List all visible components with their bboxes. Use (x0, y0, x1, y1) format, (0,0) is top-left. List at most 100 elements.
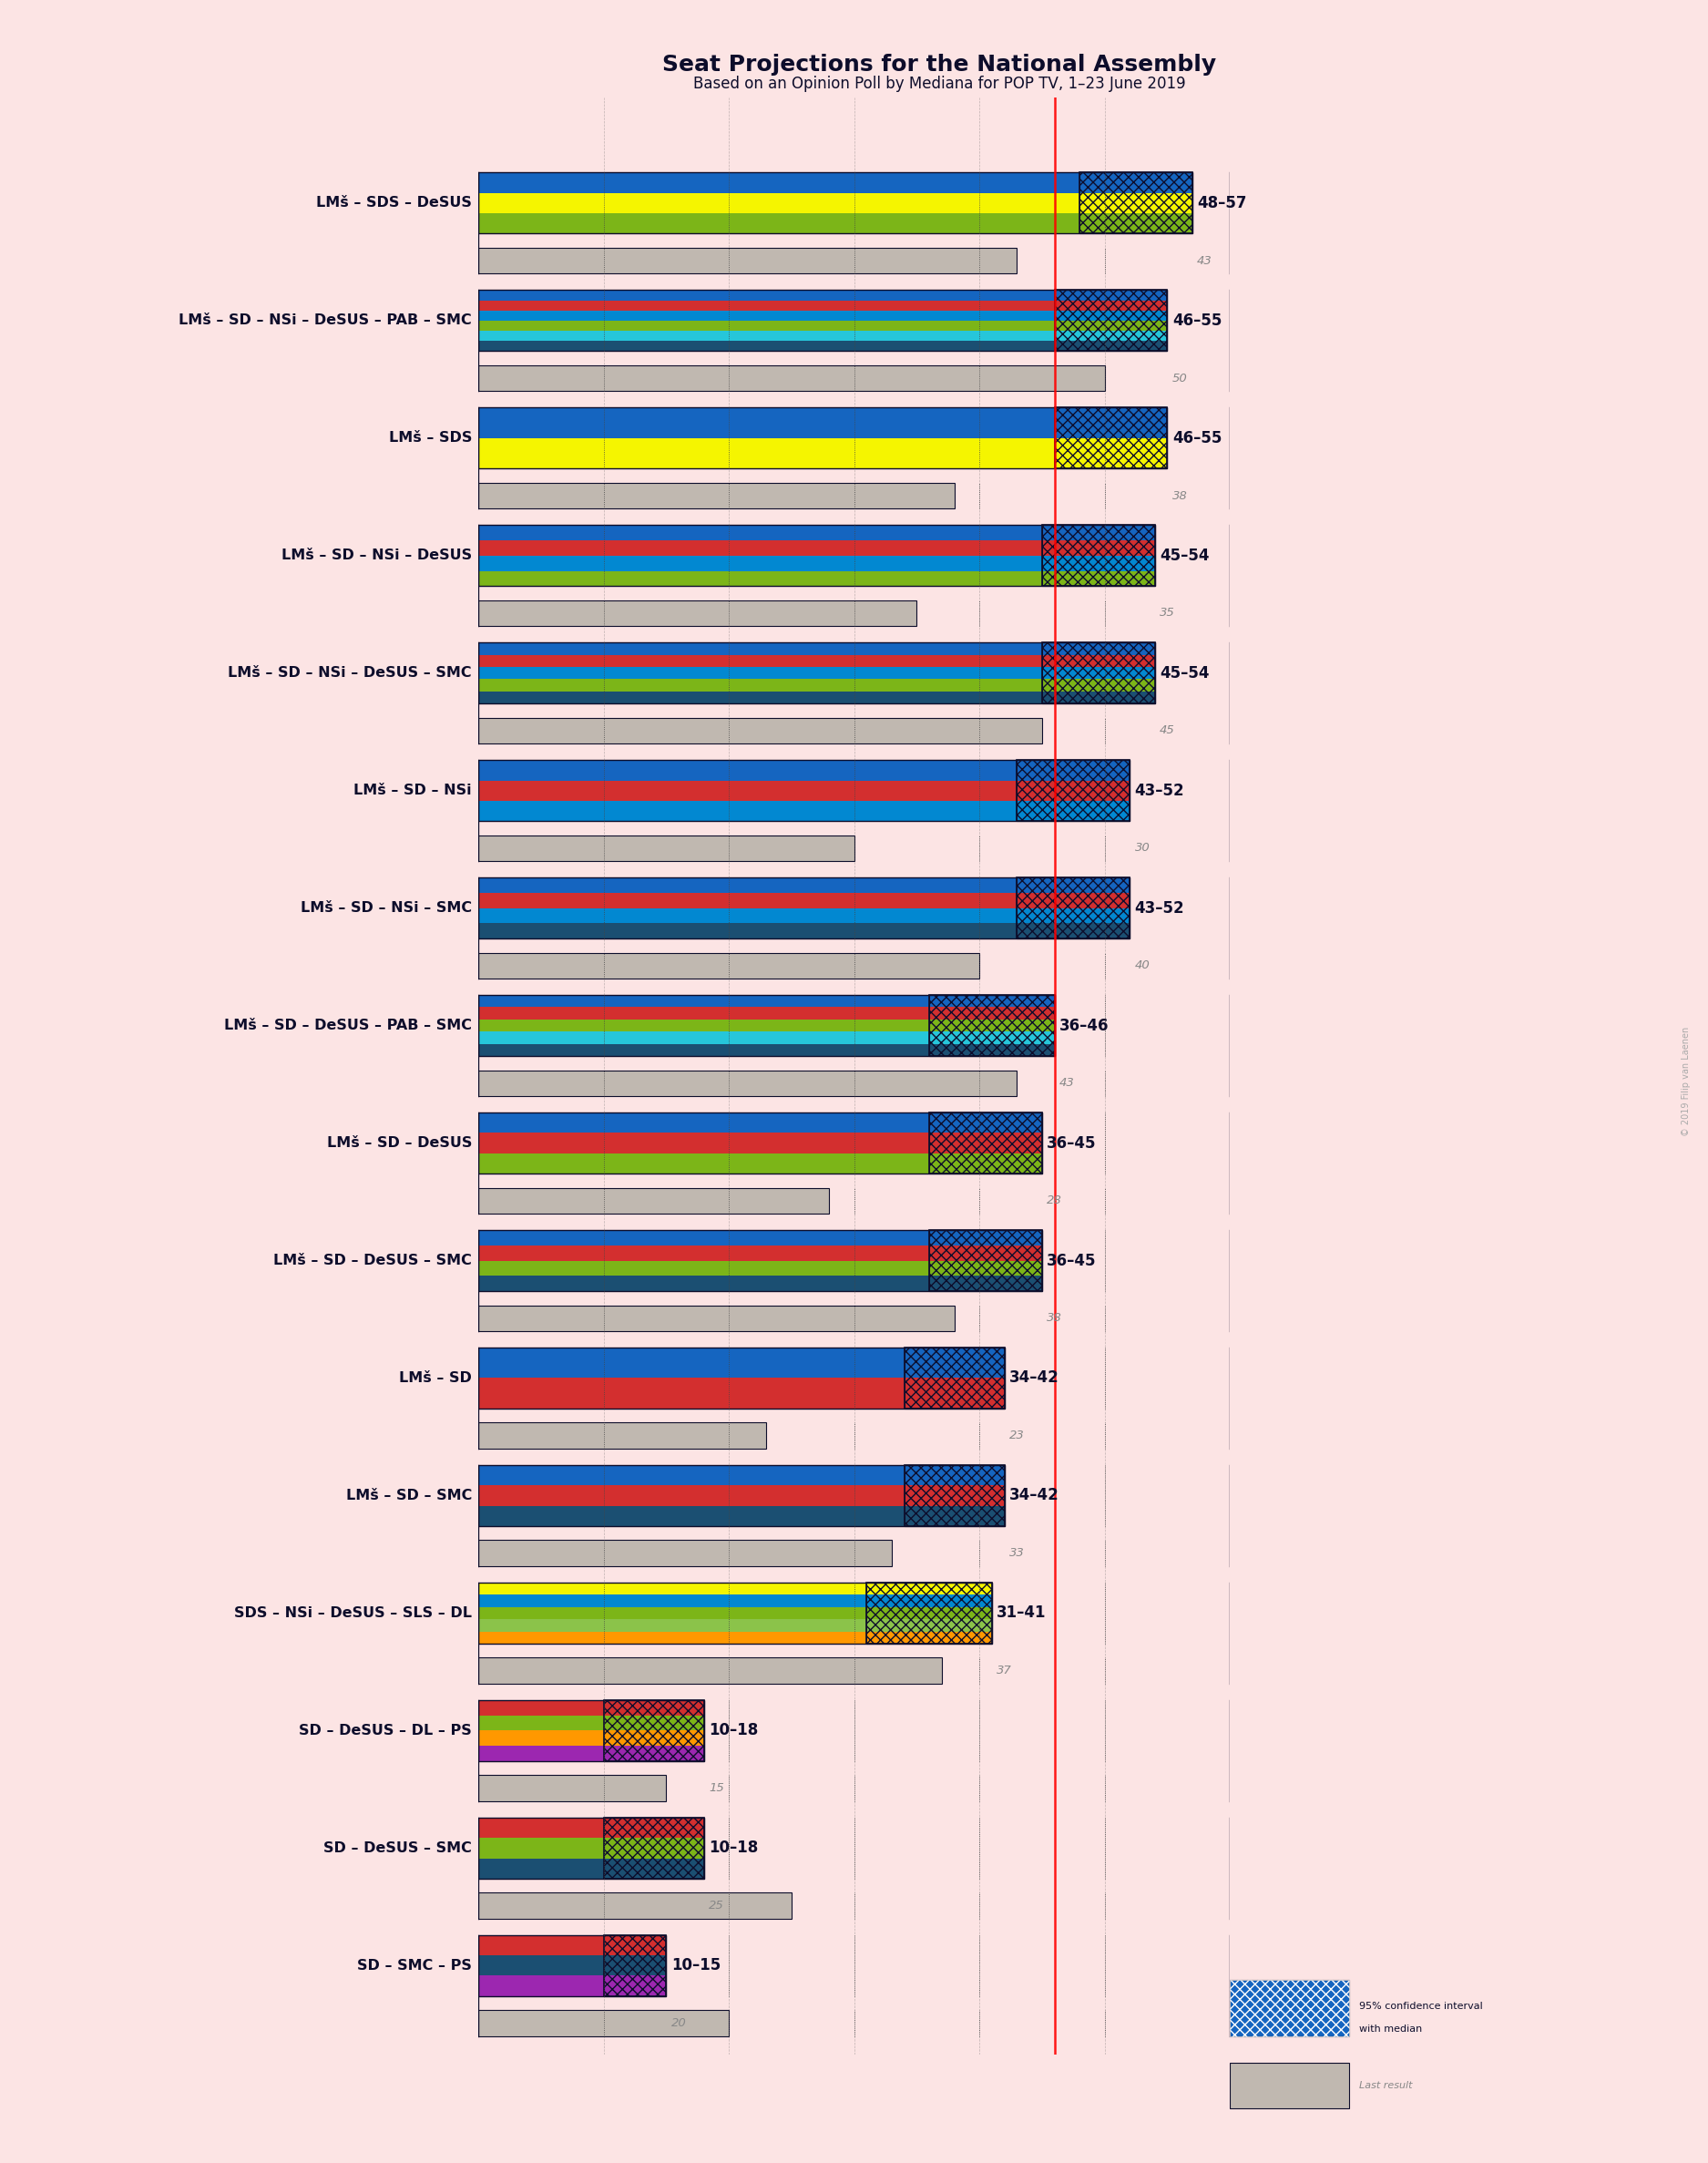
Bar (478, 1246, 1042, 1261)
Bar (478, 1423, 767, 1449)
Bar (478, 1540, 892, 1566)
Bar (478, 482, 955, 508)
Bar (603, 1700, 704, 1761)
Bar (478, 1955, 666, 1975)
Bar (478, 718, 1042, 744)
Bar (478, 908, 1129, 924)
Bar (478, 290, 1167, 301)
Bar (478, 1893, 791, 1919)
Bar (478, 1423, 767, 1449)
Bar (1230, 1979, 1349, 2038)
Bar (478, 924, 1129, 939)
Bar (904, 1464, 1004, 1527)
Bar (603, 1700, 704, 1761)
Bar (478, 1540, 892, 1566)
Text: SD – DeSUS – SMC: SD – DeSUS – SMC (323, 1841, 471, 1856)
Text: 43–52: 43–52 (1134, 900, 1184, 917)
Bar (1016, 878, 1129, 939)
Text: LMš – SDS: LMš – SDS (389, 430, 471, 446)
Text: LMš – SD – NSi – DeSUS: LMš – SD – NSi – DeSUS (282, 549, 471, 562)
Text: 10–18: 10–18 (709, 1722, 758, 1739)
Bar (478, 1839, 704, 1858)
Text: 46–55: 46–55 (1172, 430, 1221, 446)
Text: 46–55: 46–55 (1172, 311, 1221, 329)
Bar (478, 1893, 791, 1919)
Bar (478, 1776, 666, 1802)
Text: 45–54: 45–54 (1160, 547, 1209, 565)
Text: LMš – SD – NSi – DeSUS – SMC: LMš – SD – NSi – DeSUS – SMC (229, 666, 471, 679)
Bar (478, 342, 1167, 350)
Bar (478, 1817, 704, 1839)
Bar (478, 1464, 1004, 1486)
Bar (478, 482, 955, 508)
Bar (478, 1133, 1042, 1153)
Bar (478, 655, 1155, 666)
Bar (478, 666, 1155, 679)
Bar (478, 893, 1129, 908)
Bar (929, 995, 1054, 1056)
Bar (1042, 642, 1155, 703)
Bar (1054, 407, 1167, 469)
Bar (478, 1657, 941, 1683)
Text: SD – DeSUS – DL – PS: SD – DeSUS – DL – PS (299, 1724, 471, 1737)
Bar (478, 571, 1155, 586)
Bar (478, 1975, 666, 1996)
Bar (478, 249, 1016, 273)
Bar (478, 439, 1167, 469)
Bar (1054, 290, 1167, 350)
Bar (478, 1348, 1004, 1408)
Bar (478, 1378, 1004, 1408)
Text: 45–54: 45–54 (1160, 664, 1209, 681)
Text: 10–18: 10–18 (709, 1841, 758, 1856)
Bar (904, 1348, 1004, 1408)
Bar (478, 599, 917, 625)
Text: Last result: Last result (1360, 2081, 1413, 2089)
Bar (478, 1607, 992, 1620)
Bar (478, 1505, 1004, 1527)
Text: LMš – SD – DeSUS: LMš – SD – DeSUS (326, 1136, 471, 1151)
Bar (478, 366, 1105, 392)
Text: 48–57: 48–57 (1197, 195, 1247, 212)
Text: 43–52: 43–52 (1134, 783, 1184, 798)
Bar (478, 1486, 1004, 1505)
Bar (478, 1032, 1054, 1045)
Bar (478, 1464, 1004, 1527)
Bar (1054, 407, 1167, 469)
Bar (478, 1112, 1042, 1175)
Bar (478, 407, 1167, 469)
Bar (866, 1583, 992, 1644)
Text: 37: 37 (997, 1666, 1013, 1676)
Text: 34–42: 34–42 (1009, 1369, 1059, 1386)
Bar (478, 759, 1129, 781)
Bar (478, 173, 1192, 193)
Bar (478, 1657, 941, 1683)
Text: 43: 43 (1197, 255, 1213, 266)
Bar (478, 1715, 704, 1730)
Text: with median: with median (1360, 2025, 1423, 2033)
Bar (1016, 759, 1129, 822)
Text: 38: 38 (1172, 489, 1187, 502)
Bar (478, 1700, 704, 1715)
Bar (478, 1304, 955, 1330)
Bar (478, 835, 854, 861)
Bar (478, 1261, 1042, 1276)
Text: 25: 25 (709, 1899, 724, 1912)
Bar (478, 1008, 1054, 1019)
Bar (478, 1594, 992, 1607)
Text: LMš – SD – NSi – SMC: LMš – SD – NSi – SMC (301, 902, 471, 915)
Text: SD – SMC – PS: SD – SMC – PS (357, 1960, 471, 1973)
Bar (478, 1019, 1054, 1032)
Bar (478, 1348, 1004, 1378)
Bar (603, 1817, 704, 1880)
Bar (1042, 526, 1155, 586)
Bar (478, 331, 1167, 342)
Bar (478, 1153, 1042, 1175)
Bar (478, 1936, 666, 1996)
Bar (603, 1936, 666, 1996)
Bar (478, 290, 1167, 350)
Bar (478, 1631, 992, 1644)
Bar (478, 193, 1192, 214)
Text: LMš – SDS – DeSUS: LMš – SDS – DeSUS (316, 197, 471, 210)
Bar (478, 995, 1054, 1056)
Bar (478, 759, 1129, 822)
